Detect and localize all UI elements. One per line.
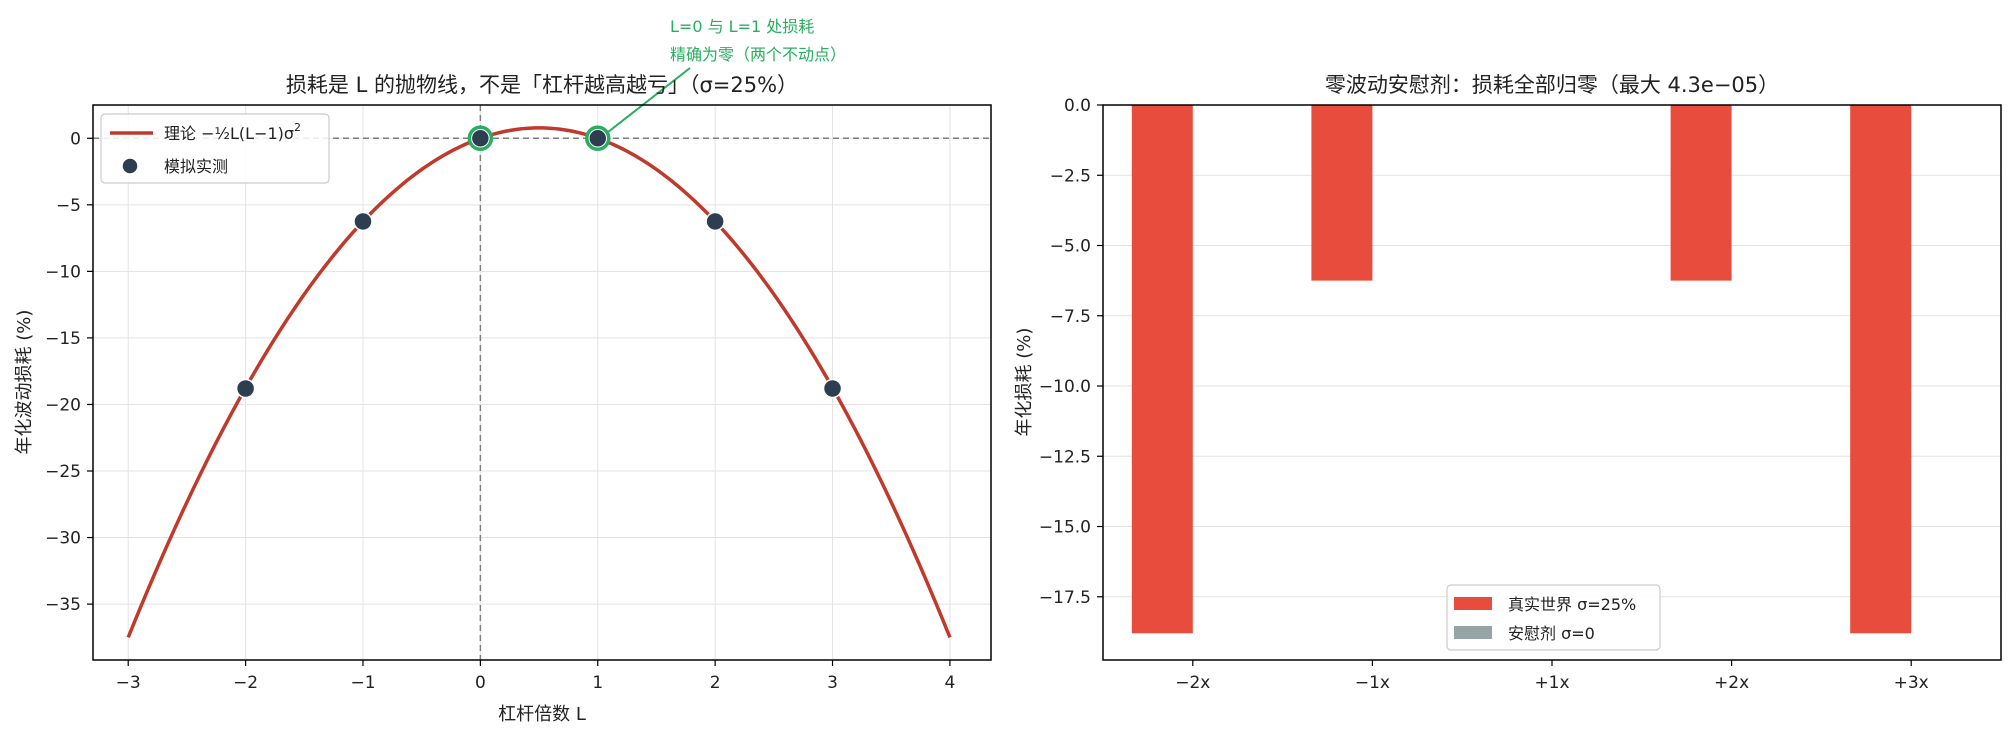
legend-real-swatch <box>1454 597 1492 610</box>
bar-real <box>1850 105 1912 634</box>
x-tick-label: +3x <box>1894 673 1929 693</box>
left-y-axis-title: 年化波动损耗 (%) <box>14 310 35 455</box>
y-tick-label: −10.0 <box>1039 377 1091 397</box>
y-tick-label: −15 <box>45 329 81 349</box>
right-chart-title: 零波动安慰剂：损耗全部归零（最大 4.3e−05） <box>1325 73 1779 97</box>
legend-curve-label: 理论 −½L(L−1)σ2 <box>164 121 301 143</box>
bar-real <box>1131 105 1193 634</box>
legend-point-swatch <box>121 157 139 175</box>
left-chart-title: 损耗是 L 的抛物线，不是「杠杆越高越亏」（σ=25%） <box>286 73 798 97</box>
left-legend-box <box>100 113 330 184</box>
bar-real <box>1670 105 1732 281</box>
right-y-ticks: 0.0 −2.5 −5.0 −7.5 −10.0 −12.5 −15.0 −17.5 <box>1039 96 1103 608</box>
legend-placebo-swatch <box>1454 626 1492 639</box>
data-point <box>822 378 843 399</box>
left-legend: 理论 −½L(L−1)σ2 模拟实测 <box>100 113 330 184</box>
y-tick-label: −7.5 <box>1050 307 1091 327</box>
x-tick-label: +2x <box>1714 673 1749 693</box>
left-plot-frame <box>92 104 992 661</box>
legend-point-label: 模拟实测 <box>164 157 228 176</box>
simulated-points <box>235 128 843 399</box>
x-tick-label: −1x <box>1355 673 1390 693</box>
y-tick-label: −25 <box>45 462 81 482</box>
annotation-line-1: L=0 与 L=1 处损耗 <box>670 17 814 36</box>
y-tick-label: −17.5 <box>1039 588 1091 608</box>
data-point <box>235 378 256 399</box>
placebo-bar-chart: −2x −1x +1x +2x +3x 0.0 −2.5 −5.0 −7.5 −10.0 −12.… <box>1014 73 2002 693</box>
y-tick-label: −2.5 <box>1050 166 1091 186</box>
annotation-arrow <box>607 67 691 134</box>
bar-real <box>1311 105 1373 281</box>
y-tick-label: 0.0 <box>1064 96 1091 116</box>
data-point <box>470 128 491 149</box>
fixed-point-ring <box>585 125 611 152</box>
right-legend: 真实世界 σ=25% 安慰剂 σ=0 <box>1446 584 1661 651</box>
reference-lines <box>93 105 991 660</box>
fixed-point-ring <box>467 125 494 152</box>
y-tick-label: −30 <box>45 529 81 549</box>
data-point <box>588 128 608 149</box>
x-tick-label: −1 <box>350 673 375 693</box>
annotation-line-2: 精确为零（两个不动点） <box>670 45 846 64</box>
y-tick-label: −5.0 <box>1050 237 1091 257</box>
theory-curve <box>126 126 952 639</box>
x-tick-label: −2 <box>233 673 258 693</box>
parabola-chart: L=0 与 L=1 处损耗 精确为零（两个不动点） −3 −2 −1 0 1 2 3 4 0−… <box>14 17 992 725</box>
y-tick-label: −35 <box>45 595 81 615</box>
left-x-ticks: −3 −2 −1 0 1 2 3 4 <box>116 660 956 693</box>
x-tick-label: 1 <box>592 673 603 693</box>
y-tick-label: −12.5 <box>1039 447 1091 467</box>
legend-real-label: 真实世界 σ=25% <box>1508 595 1636 614</box>
y-tick-label: 0 <box>70 129 81 149</box>
x-tick-label: 0 <box>475 673 486 693</box>
x-tick-label: −3 <box>116 673 141 693</box>
y-tick-label: −10 <box>45 262 81 282</box>
y-tick-label: −5 <box>56 196 81 216</box>
left-x-axis-title: 杠杆倍数 L <box>498 704 586 725</box>
right-legend-box <box>1446 584 1661 651</box>
left-y-ticks: 0 −5 −10 −15 −20 −25 −30 −35 <box>45 129 93 615</box>
legend-placebo-label: 安慰剂 σ=0 <box>1508 624 1595 643</box>
right-y-axis-title: 年化损耗 (%) <box>1014 328 1035 437</box>
y-tick-label: −20 <box>45 395 81 415</box>
fixed-point-highlights <box>467 125 611 152</box>
x-tick-label: 2 <box>710 673 721 693</box>
right-x-ticks: −2x −1x +1x +2x +3x <box>1175 660 1929 693</box>
x-tick-label: −2x <box>1175 673 1210 693</box>
y-tick-label: −15.0 <box>1039 518 1091 538</box>
x-tick-label: +1x <box>1534 673 1569 693</box>
data-point <box>705 211 725 232</box>
x-tick-label: 4 <box>945 673 956 693</box>
data-point <box>353 211 373 232</box>
x-tick-label: 3 <box>827 673 838 693</box>
